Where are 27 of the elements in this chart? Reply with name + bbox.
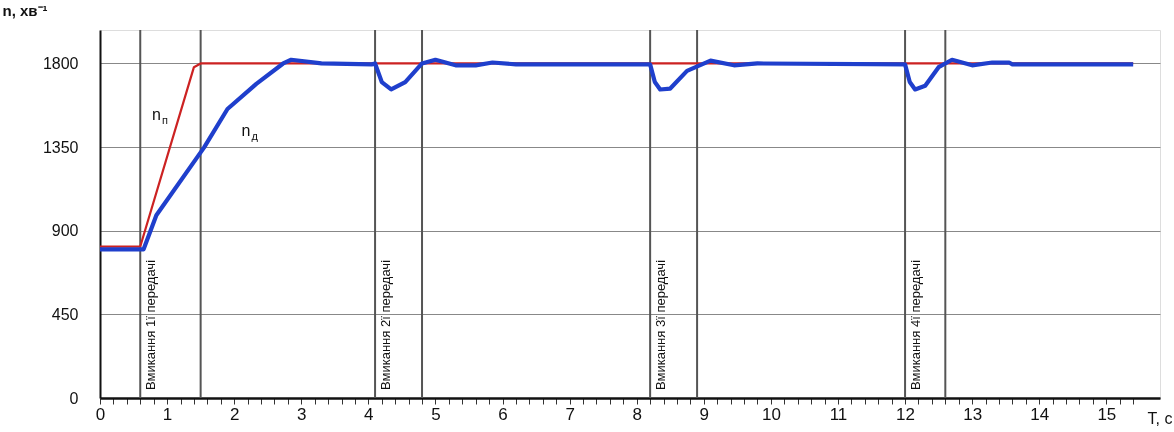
x-tick-label: 9 xyxy=(699,404,710,424)
y-tick-label: 1800 xyxy=(42,54,79,72)
x-tick-label: 8 xyxy=(632,404,642,424)
x-tick-label: 11 xyxy=(829,404,848,424)
y-tick-label: 1350 xyxy=(42,138,79,156)
x-tick-label: 5 xyxy=(431,404,441,424)
x-tick-label: 14 xyxy=(1030,404,1050,424)
x-tick-label: 0 xyxy=(95,404,106,424)
y-tick-label: 450 xyxy=(51,305,79,323)
x-tick-label: 2 xyxy=(229,404,240,424)
ref-line-label: Вмикання 1ї передачі xyxy=(143,259,159,390)
y-axis-title: n, хв⁻¹ xyxy=(2,1,48,19)
ref-line-label: Вмикання 2ї передачі xyxy=(378,259,394,390)
x-tick-label: 1 xyxy=(162,404,173,424)
ref-line-label: Вмикання 3ї передачі xyxy=(653,259,669,390)
x-axis-title: T, с xyxy=(1147,409,1173,427)
x-tick-label: 10 xyxy=(761,404,781,424)
x-tick-label: 4 xyxy=(364,404,374,424)
y-tick-label: 0 xyxy=(69,389,79,407)
x-tick-label: 12 xyxy=(896,404,916,424)
x-tick-label: 13 xyxy=(963,404,983,424)
x-tick-label: 3 xyxy=(297,404,307,424)
x-tick-label: 7 xyxy=(565,404,575,424)
y-tick-label: 900 xyxy=(51,222,79,240)
ref-line-label: Вмикання 4ї передачі xyxy=(908,259,924,390)
x-tick-label: 15 xyxy=(1097,404,1117,424)
x-tick-label: 6 xyxy=(498,404,508,424)
